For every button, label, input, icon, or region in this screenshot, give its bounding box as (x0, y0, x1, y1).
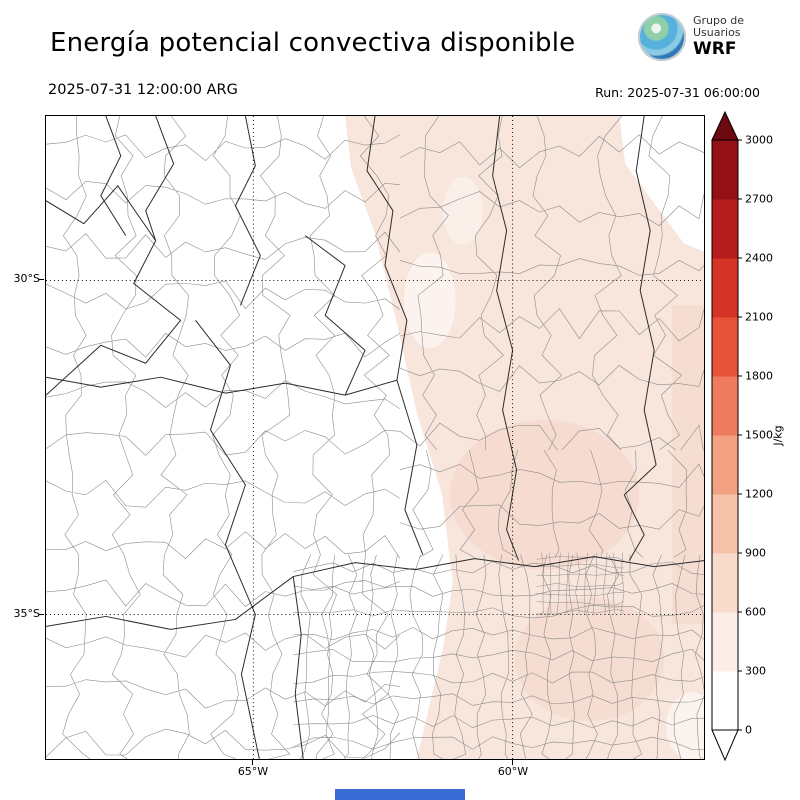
logo-line2: Usuarios (693, 26, 741, 40)
logo-line1: Grupo de (693, 14, 744, 28)
wrf-logo: Grupo de Usuarios WRF (638, 13, 744, 61)
ytick-30s: 30°S (13, 272, 40, 285)
ytick-mark-30s (39, 279, 44, 280)
footer-blue-bar (335, 789, 465, 800)
colorbar: 0 300 600 900 1200 1500 1800 2100 2400 2700 3000 (711, 110, 773, 762)
xtick-60w: 60°W (497, 765, 529, 778)
valid-datetime: 2025-07-31 12:00:00 ARG (48, 82, 238, 98)
colorbar-tick-label: 1200 (745, 488, 773, 501)
colorbar-tick-label: 2400 (745, 252, 773, 265)
colorbar-tick-label: 1800 (745, 370, 773, 383)
colorbar-tick-label: 900 (745, 547, 766, 560)
xtick-mark-65w (252, 760, 253, 765)
logo-line3: WRF (693, 38, 737, 59)
map-plot (45, 115, 705, 760)
colorbar-tick-label: 3000 (745, 134, 773, 147)
run-datetime: Run: 2025-07-31 06:00:00 (595, 85, 760, 100)
colorbar-tick-label: 1500 (745, 429, 773, 442)
colorbar-unit-label: J/kg (771, 425, 785, 446)
ytick-35s: 35°S (13, 607, 40, 620)
map-canvas (46, 116, 704, 759)
ytick-mark-35s (39, 614, 44, 615)
colorbar-tick-label: 300 (745, 665, 766, 678)
wrf-logo-text: Grupo de Usuarios WRF (693, 14, 744, 59)
xtick-mark-60w (512, 760, 513, 765)
colorbar-tick-label: 0 (745, 724, 752, 737)
globe-icon (638, 13, 686, 61)
colorbar-tick-label: 2700 (745, 193, 773, 206)
page-title: Energía potencial convectiva disponible (50, 28, 576, 58)
colorbar-tick-label: 600 (745, 606, 766, 619)
colorbar-tick-label: 2100 (745, 311, 773, 324)
xtick-65w: 65°W (237, 765, 269, 778)
